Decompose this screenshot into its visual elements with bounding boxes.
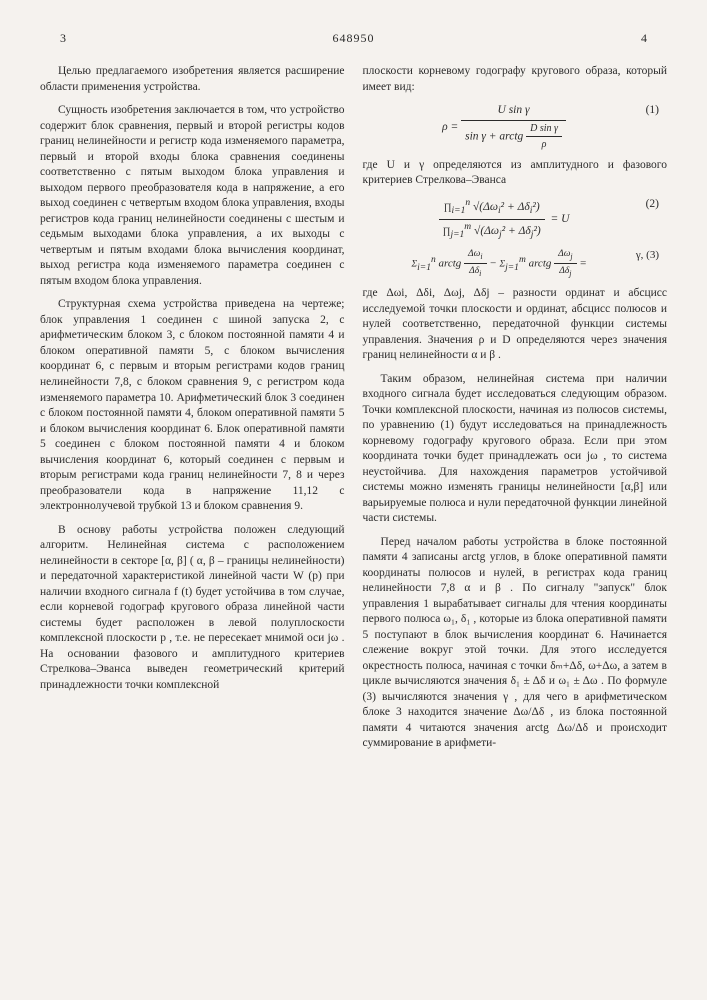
text-columns: Целью предлагаемого изобретения является… <box>40 64 667 760</box>
para-where2: где Δωi, Δδi, Δωj, Δδj – разности ордина… <box>363 286 668 364</box>
column-left: Целью предлагаемого изобретения является… <box>40 64 345 760</box>
header-row: 3 648950 4 <box>40 30 667 46</box>
para-algorithm: В основу работы устройства положен следу… <box>40 523 345 694</box>
column-right: плоскости корневому годографу кругового … <box>363 64 668 760</box>
para-before-start: Перед началом работы устройства в блоке … <box>363 535 668 752</box>
para-continuation: плоскости корневому годографу кругового … <box>363 64 668 95</box>
eq3-number: γ, (3) <box>636 248 659 263</box>
para-purpose: Целью предлагаемого изобретения является… <box>40 64 345 95</box>
eq2-number: (2) <box>646 197 659 213</box>
page-num-left: 3 <box>60 30 66 46</box>
page-num-right: 4 <box>641 30 647 46</box>
eq1-number: (1) <box>646 103 659 119</box>
para-structure: Структурная схема устройства приведена н… <box>40 297 345 514</box>
equation-3: Σi=1n arctg ΔωiΔδi − Σj=1m arctg ΔωjΔδj … <box>363 248 668 280</box>
para-essence: Сущность изобретения заключается в том, … <box>40 103 345 289</box>
page: 3 648950 4 Целью предлагаемого изобретен… <box>40 30 667 760</box>
para-where1: где U и γ определяются из амплитудного и… <box>363 158 668 189</box>
equation-2: ∏i=1n √(Δωi² + Δδi²) ∏j=1m √(Δωj² + Δδj²… <box>363 197 668 242</box>
para-thus: Таким образом, нелинейная система при на… <box>363 372 668 527</box>
equation-1: ρ = U sin γ sin γ + arctg D sin γρ (1) <box>363 103 668 152</box>
document-number: 648950 <box>333 30 375 46</box>
